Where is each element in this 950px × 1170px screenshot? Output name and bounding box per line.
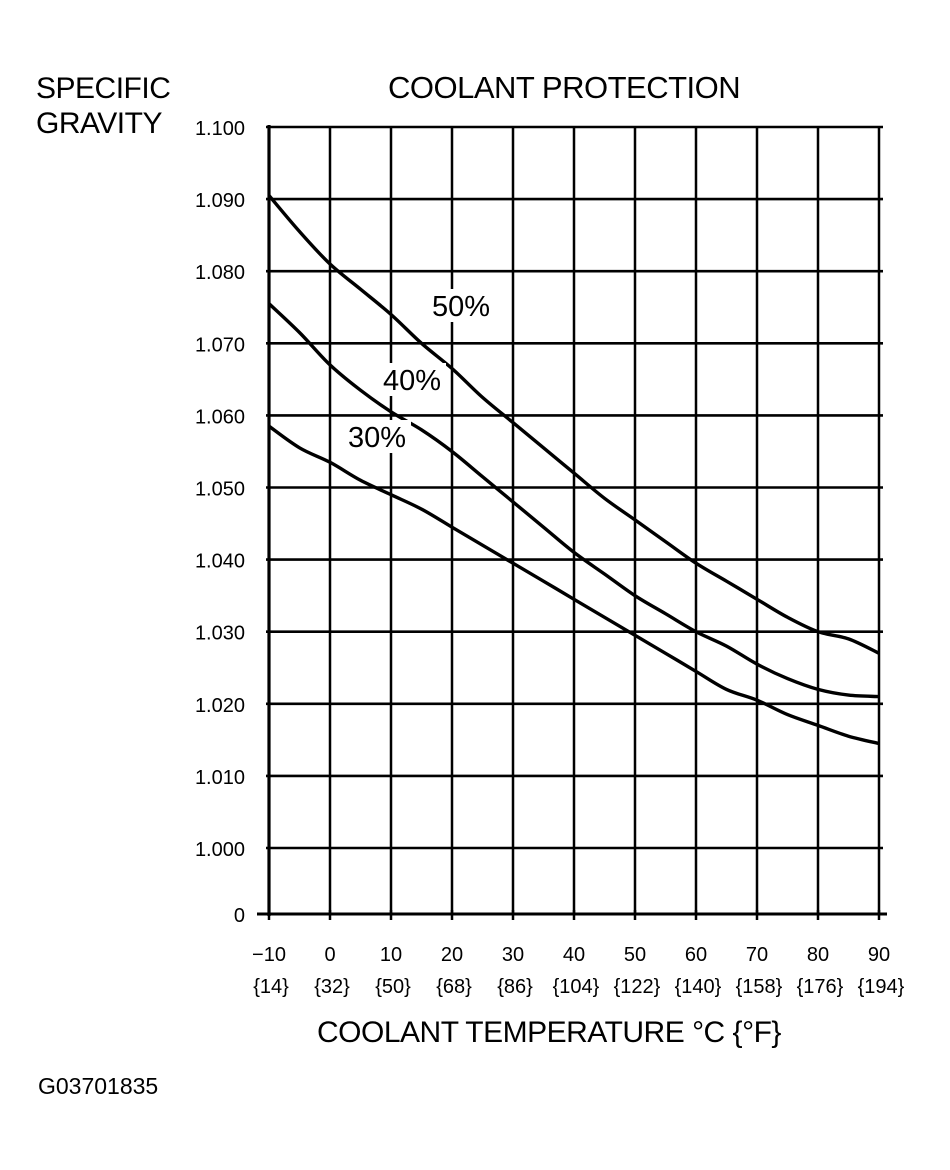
series-line-40pct [267,302,880,699]
figure-id: G03701835 [38,1073,159,1099]
x-tick-label-c-2: 10 [380,944,402,966]
y-tick-label-3: 1.030 [195,623,245,645]
x-tick-label-c-5: 40 [563,944,585,966]
y-tick-label-9: 1.090 [195,190,245,212]
y-tick-label-0: 1.000 [195,839,245,861]
y-tick-label-1: 1.010 [195,767,245,789]
x-tick-label-c-4: 30 [502,944,524,966]
annotation-50pct-bg [429,289,495,322]
x-tick-label-f-4: {86} [497,976,533,998]
x-tick-label-c-6: 50 [624,944,646,966]
tick-labels: 1.000 1.010 1.020 1.030 1.040 1.050 1.060 1.070… [195,118,905,998]
x-tick-label-f-10: {194} [858,976,905,998]
chart-title: COOLANT PROTECTION [388,70,741,105]
x-tick-label-f-3: {68} [436,976,472,998]
axes [257,125,887,920]
x-tick-label-f-0: {14} [253,976,289,998]
annotation-30pct: 30% [348,422,406,454]
y-tick-label-8: 1.080 [195,262,245,284]
x-tick-label-c-3: 20 [441,944,463,966]
x-tick-label-c-9: 80 [807,944,829,966]
y-axis-title-line1: SPECIFIC [36,72,171,105]
x-tick-label-c-8: 70 [746,944,768,966]
annotation-40pct: 40% [383,365,441,397]
annotation-50pct: 50% [432,291,490,323]
x-tick-label-f-1: {32} [314,976,350,998]
series-line-30pct [268,424,880,746]
x-tick-label-c-0: −10 [252,944,286,966]
x-tick-label-f-2: {50} [375,976,411,998]
y-tick-label-zero: 0 [234,905,245,927]
annotation-40pct-bg [380,363,446,396]
annotation-30pct-bg [345,420,411,453]
x-tick-label-f-8: {158} [736,976,783,998]
x-tick-label-c-1: 0 [324,944,335,966]
grid [266,125,883,914]
y-axis-title-line2: GRAVITY [36,107,162,140]
y-tick-label-2: 1.020 [195,695,245,717]
x-tick-label-f-9: {176} [797,976,844,998]
x-axis-title: COOLANT TEMPERATURE °C {°F} [317,1016,781,1049]
x-tick-label-c-7: 60 [685,944,707,966]
series-line-50pct [267,194,880,655]
y-tick-label-4: 1.040 [195,551,245,573]
x-tick-label-f-5: {104} [553,976,600,998]
series-annotations: 50% 40% 30% [345,289,495,454]
y-tick-label-6: 1.060 [195,406,245,428]
x-tick-label-f-6: {122} [614,976,661,998]
y-tick-label-7: 1.070 [195,334,245,356]
y-tick-label-5: 1.050 [195,479,245,501]
y-tick-label-10: 1.100 [195,118,245,140]
x-tick-label-f-7: {140} [675,976,722,998]
x-tick-label-c-10: 90 [868,944,890,966]
series-lines [267,194,880,746]
